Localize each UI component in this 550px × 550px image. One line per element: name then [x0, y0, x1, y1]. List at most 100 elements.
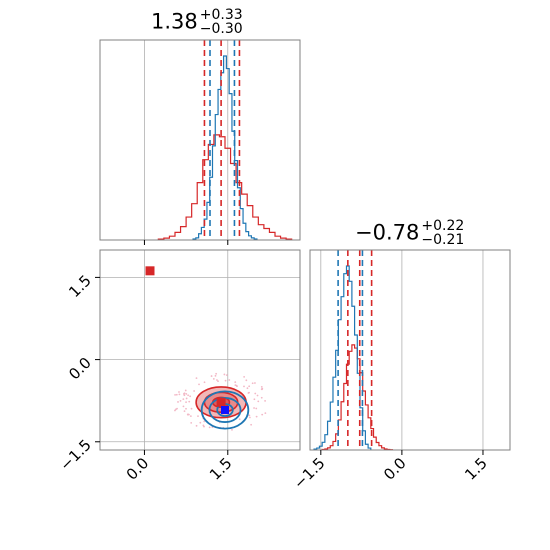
red-sample-point-78 [185, 393, 188, 395]
red-sample-point-62 [254, 392, 257, 395]
red-sample-point-19 [245, 379, 248, 382]
blue-contour-0 [200, 390, 250, 430]
hist1-frame [99, 39, 301, 241]
red-sample-point-77 [260, 396, 263, 399]
red-sample-point-86 [177, 401, 179, 403]
red-sample-point-50 [251, 382, 254, 385]
contour-plot-area [100, 250, 300, 450]
red-sample-point-13 [253, 407, 255, 409]
red-sample-point-81 [254, 382, 256, 384]
hist1-red-histogram [157, 134, 293, 240]
red-sample-point-27 [189, 395, 192, 398]
hist2-blue-histogram [313, 265, 372, 450]
red-sample-point-12 [248, 385, 251, 388]
red-sample-point-51 [248, 414, 251, 417]
red-sample-point-16 [243, 375, 246, 378]
red-sample-point-53 [208, 426, 211, 429]
red-sample-point-80 [182, 405, 185, 408]
red-sample-point-69 [264, 400, 266, 402]
hist1-blue-histogram [192, 55, 258, 240]
red-sample-point-76 [234, 381, 237, 384]
contour-ytick-label-0: −1.5 [56, 436, 94, 474]
red-sample-point-54 [195, 424, 198, 427]
red-sample-point-30 [255, 407, 258, 410]
red-sample-point-0 [179, 399, 182, 402]
red-sample-point-22 [223, 373, 226, 376]
red-sample-point-74 [261, 388, 263, 391]
red-sample-point-70 [178, 393, 181, 396]
red-sample-point-49 [186, 413, 189, 416]
contour-ytick-label-1: 0.0 [65, 354, 95, 384]
red-sample-point-17 [187, 394, 190, 397]
hist2-xtick-label-2: 1.5 [461, 454, 491, 484]
red-sample-point-31 [183, 392, 186, 395]
red-sample-point-45 [257, 400, 260, 403]
contour-panel: 0.0 1.5 −1.5 0.0 1.5 [56, 249, 301, 484]
red-sample-point-26 [243, 385, 245, 388]
red-sample-point-18 [185, 407, 187, 410]
red-sample-point-9 [183, 410, 186, 413]
histogram-panel-param2: −1.5 0.0 1.5 [290, 249, 511, 493]
red-sample-point-47 [260, 385, 263, 388]
red-marker-0 [145, 266, 155, 276]
red-sample-point-23 [185, 397, 188, 400]
title-errors: +0.33 −0.30 [200, 8, 243, 36]
hist2-frame [309, 249, 511, 451]
red-sample-point-33 [183, 394, 186, 397]
red-sample-point-84 [174, 393, 176, 396]
red-sample-point-11 [264, 412, 267, 414]
red-sample-point-34 [217, 380, 219, 383]
contour-ytick-label-2: 1.5 [65, 271, 95, 301]
histogram-title-param1: 1.38 +0.33 −0.30 [151, 8, 243, 36]
red-sample-point-60 [188, 400, 191, 403]
contour-xtick-label-1: 1.5 [206, 454, 236, 484]
red-sample-point-68 [182, 398, 185, 401]
red-sample-point-88 [174, 409, 176, 412]
red-sample-point-52 [253, 398, 256, 401]
red-sample-point-82 [199, 421, 202, 424]
histogram-title-param2: −0.78 +0.22 −0.21 [355, 219, 464, 247]
red-sample-point-89 [190, 421, 193, 424]
blue-marker-0 [221, 406, 229, 414]
red-marker-1 [216, 397, 226, 407]
title-errors: +0.22 −0.21 [421, 219, 464, 247]
red-sample-point-32 [178, 391, 180, 393]
red-sample-point-5 [210, 375, 213, 377]
red-sample-point-36 [214, 374, 217, 377]
hist1-plot-area [100, 40, 300, 240]
red-sample-point-61 [212, 378, 215, 380]
contour-xtick-label-0: 0.0 [123, 454, 153, 484]
title-value: 1.38 [151, 9, 198, 34]
red-sample-point-14 [184, 389, 187, 392]
red-sample-point-28 [256, 394, 259, 397]
title-plus-error: +0.33 [199, 7, 243, 23]
red-sample-point-63 [224, 379, 227, 382]
red-sample-point-71 [195, 377, 198, 380]
red-sample-point-24 [189, 415, 192, 418]
red-sample-point-1 [246, 387, 249, 390]
red-sample-point-42 [228, 379, 231, 381]
red-sample-point-48 [175, 393, 178, 396]
red-sample-point-59 [238, 418, 241, 421]
red-sample-point-20 [198, 383, 200, 386]
title-value: −0.78 [355, 220, 420, 245]
title-minus-error: −0.21 [421, 232, 465, 248]
red-sample-point-40 [190, 407, 193, 410]
red-sample-point-87 [231, 428, 233, 431]
red-sample-point-66 [197, 415, 199, 418]
hist2-xtick-label-1: 0.0 [380, 454, 410, 484]
red-sample-point-67 [193, 390, 196, 392]
red-sample-point-38 [261, 413, 264, 416]
title-minus-error: −0.30 [199, 21, 243, 37]
red-sample-point-75 [248, 391, 250, 394]
histogram-panel-param1 [99, 39, 301, 245]
red-sample-point-85 [248, 416, 251, 419]
red-sample-point-37 [250, 423, 253, 426]
red-sample-point-83 [255, 415, 258, 418]
contour-frame [99, 249, 301, 451]
title-plus-error: +0.22 [421, 218, 465, 234]
red-sample-point-73 [216, 379, 218, 381]
red-sample-point-55 [225, 374, 228, 377]
red-sample-point-44 [215, 372, 218, 375]
